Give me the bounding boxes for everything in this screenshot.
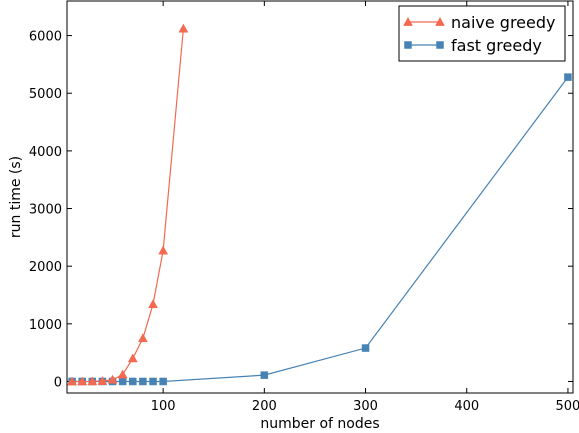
- y-tick-label: 2000: [29, 260, 62, 275]
- data-point-fast-greedy: [118, 377, 127, 386]
- legend-marker: [404, 41, 412, 49]
- data-point-fast-greedy: [159, 377, 167, 386]
- plot-frame: [66, 0, 574, 394]
- series-line-naive-greedy: [72, 28, 184, 383]
- data-point-naive-greedy: [107, 374, 118, 384]
- data-point-fast-greedy: [129, 377, 137, 386]
- legend-box: [398, 5, 566, 62]
- legend-marker: [403, 16, 413, 26]
- legend-label: naive greedy: [451, 13, 555, 32]
- data-point-naive-greedy: [158, 245, 169, 255]
- legend-entries: naive greedy fast greedy: [403, 13, 555, 55]
- data-point-naive-greedy: [137, 333, 148, 343]
- x-tick-label: 300: [353, 399, 378, 414]
- data-point-naive-greedy: [148, 299, 158, 309]
- data-point-naive-greedy: [67, 376, 77, 386]
- data-point-naive-greedy: [77, 376, 88, 386]
- y-tick-label: 6000: [29, 30, 62, 45]
- series-layer: [67, 23, 572, 386]
- x-tick-label: 200: [252, 399, 277, 414]
- data-point-naive-greedy: [97, 375, 108, 385]
- legend-entry-naive-greedy: naive greedy: [403, 13, 555, 32]
- legend: naive greedy fast greedy: [398, 5, 566, 62]
- data-point-fast-greedy: [361, 344, 370, 352]
- data-point-fast-greedy: [139, 377, 147, 386]
- y-tick-label: 0: [54, 375, 62, 390]
- legend-label: fast greedy: [451, 36, 542, 55]
- legend-entry-fast-greedy: fast greedy: [404, 36, 542, 55]
- y-axis-label: run time (s): [8, 156, 24, 238]
- data-point-naive-greedy: [178, 23, 189, 33]
- x-tick-label: 500: [556, 399, 579, 414]
- legend-marker: [435, 16, 445, 26]
- series-line-fast-greedy: [72, 76, 569, 383]
- series-naive-greedy: [67, 23, 189, 386]
- y-tick-label: 4000: [29, 145, 62, 160]
- y-tick-label: 5000: [29, 87, 62, 102]
- data-point-naive-greedy: [117, 369, 128, 379]
- x-tick-label: 100: [151, 399, 176, 414]
- y-tick-label: 1000: [29, 318, 62, 333]
- legend-marker: [436, 41, 444, 49]
- data-point-fast-greedy: [260, 371, 269, 379]
- y-tick-label: 3000: [29, 203, 62, 218]
- data-point-naive-greedy: [87, 376, 98, 386]
- data-point-fast-greedy: [149, 377, 157, 386]
- data-point-naive-greedy: [127, 353, 138, 363]
- x-tick-label: 400: [454, 399, 479, 414]
- data-point-fast-greedy: [564, 73, 572, 81]
- x-axis-label: number of nodes: [260, 416, 379, 432]
